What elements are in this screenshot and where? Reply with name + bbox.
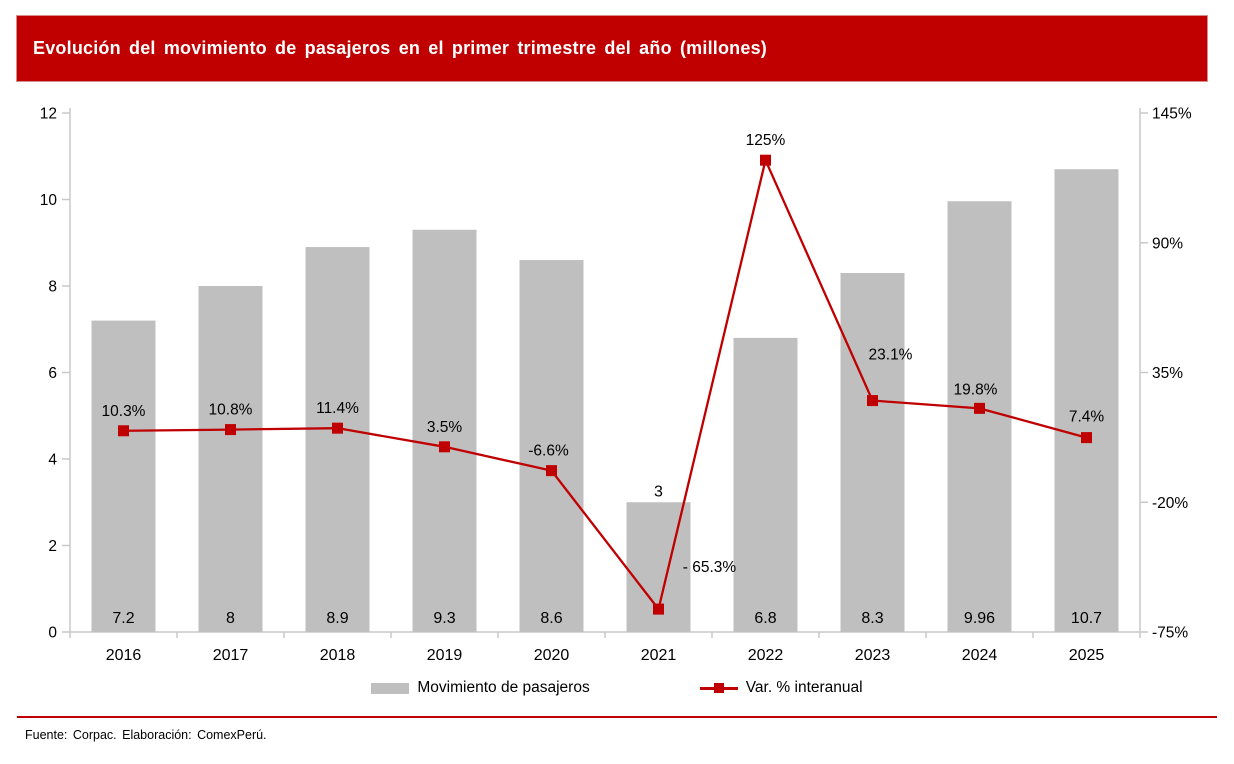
source-note: Fuente: Corpac. Elaboración: ComexPerú. [25,728,267,742]
chart-legend: Movimiento de pasajeros Var. % interanua… [0,679,1234,697]
pct-label-2019: 3.5% [427,419,463,436]
bar-2025 [1054,169,1119,632]
line-marker-2020 [546,465,557,477]
x-axis-category-label: 2020 [534,647,570,664]
pct-label-2024: 19.8% [954,381,998,398]
line-marker-2025 [1081,432,1092,444]
line-marker-2016 [118,425,129,437]
bar-2019 [412,229,477,632]
bar-value-label: 8.3 [861,610,883,627]
bar-value-label: 8.6 [540,610,562,627]
line-marker-2023 [867,395,878,407]
bar-value-label: 7.2 [112,610,134,627]
bar-value-label: 10.7 [1071,610,1102,627]
bar-value-label: 9.96 [964,610,995,627]
bar-2022 [733,337,798,632]
pct-label-2021: - 65.3% [683,559,737,576]
combo-chart: 0 2 4 6 8 10 12 145% 90% 35% -20% -75% 2016 2017 2018 2… [40,106,1192,665]
legend-label-passengers: Movimiento de pasajeros [417,679,590,696]
legend-label-variation: Var. % interanual [745,679,863,696]
pct-label-2025: 7.4% [1069,409,1105,426]
bar-value-label: 8.9 [326,610,348,627]
bar-value-label: 8 [226,610,235,627]
bar-2017 [198,286,263,632]
x-axis-category-label: 2021 [641,647,677,664]
x-axis-category-label: 2023 [855,647,891,664]
bar-value-label: 3 [654,483,663,500]
pct-label-2016: 10.3% [102,403,146,420]
x-axis-category-label: 2022 [748,647,784,664]
y-axis-left-tick-label: 6 [48,365,57,382]
chart-plot-container: 0 2 4 6 8 10 12 145% 90% 35% -20% -75% 2016 2017 2018 2… [0,90,1234,675]
y-axis-left-tick-label: 10 [40,192,58,209]
x-axis-category-label: 2017 [213,647,249,664]
pct-label-2022: 125% [746,132,786,149]
bar-2023 [840,273,905,632]
legend-item-variation: Var. % interanual [699,679,863,697]
line-marker-2017 [225,424,236,436]
y-axis-left-tick-label: 4 [48,452,57,469]
y-axis-left-tick-label: 0 [48,625,57,642]
y-axis-left-tick-label: 12 [40,106,57,123]
y-axis-right-tick-label: 90% [1152,235,1183,252]
line-swatch-icon [699,682,738,694]
x-axis-category-label: 2024 [962,647,998,664]
legend-item-passengers: Movimiento de pasajeros [371,679,590,697]
chart-title: Evolución del movimiento de pasajeros en… [33,38,767,58]
line-marker-2019 [439,441,450,453]
bar-2020 [519,260,584,632]
x-axis-category-label: 2025 [1069,647,1105,664]
line-marker-2018 [332,422,343,434]
bar-value-label: 9.3 [433,610,455,627]
bar-2016 [91,320,156,632]
line-marker-2021 [653,603,664,615]
bar-2018 [305,247,370,632]
x-axis-category-label: 2016 [106,647,142,664]
bar-2024 [947,201,1012,632]
bar-value-label: 6.8 [754,610,776,627]
y-axis-left-tick-label: 2 [48,538,57,555]
y-axis-right-tick-label: 145% [1152,106,1192,123]
bar-swatch-icon [371,682,410,694]
line-marker-2024 [974,402,985,414]
footer-divider [17,716,1217,718]
y-axis-right-tick-label: -75% [1152,625,1188,642]
x-axis-category-label: 2018 [320,647,356,664]
y-axis-right-tick-label: -20% [1152,495,1188,512]
pct-label-2023: 23.1% [869,347,913,364]
pct-label-2018: 11.4% [316,400,359,417]
var-line [123,156,1087,612]
x-axis-category-label: 2019 [427,647,463,664]
pct-label-2017: 10.8% [209,402,253,419]
pct-label-2020: -6.6% [528,443,569,460]
line-marker-2022 [760,154,771,166]
y-axis-right-tick-label: 35% [1152,365,1183,382]
chart-title-bar: Evolución del movimiento de pasajeros en… [16,15,1208,82]
y-axis-left-tick-label: 8 [48,279,57,296]
line-marker-swatch-icon [713,682,724,693]
